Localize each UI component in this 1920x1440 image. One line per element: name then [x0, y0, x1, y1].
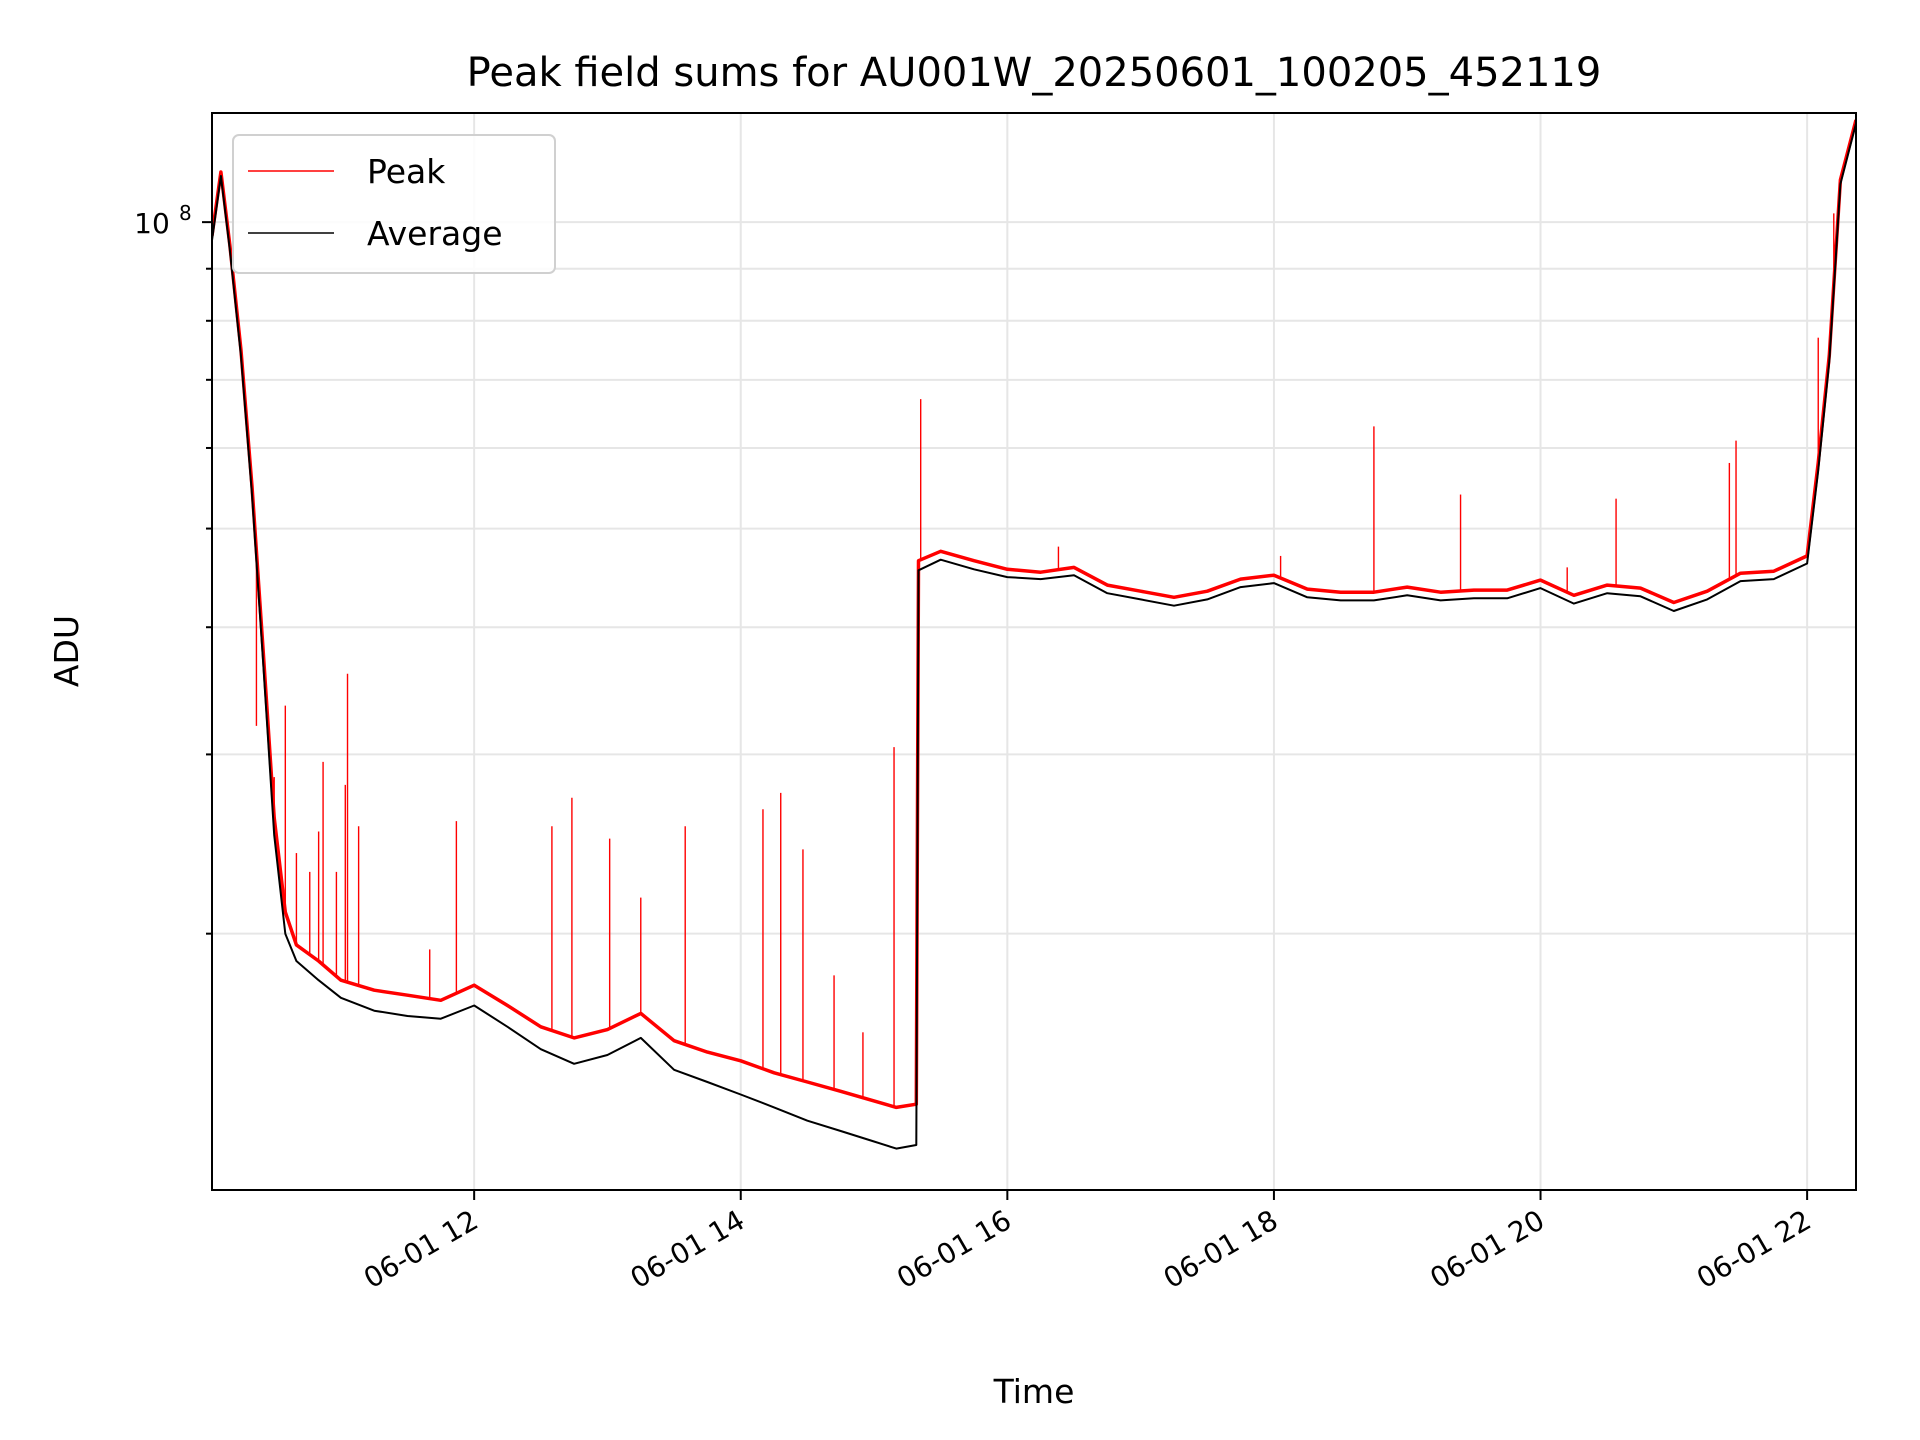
legend: Peak Average [232, 134, 556, 274]
peak-spikes [255, 213, 1835, 1107]
series-line-peak [212, 119, 1856, 1110]
plot-frame [211, 112, 1857, 1191]
series-line-average [212, 123, 1856, 1150]
chart-title: Peak field sums for AU001W_20250601_1002… [467, 50, 1602, 96]
y-axis: 10 8 [134, 201, 212, 935]
legend-label-average: Average [367, 214, 503, 253]
plot-series [212, 119, 1856, 1150]
legend-label-peak: Peak [367, 152, 446, 191]
x-axis-title: Time [993, 1372, 1075, 1411]
y-axis-title: ADU [47, 615, 86, 687]
y-tick-label-exponent: 8 [179, 201, 192, 225]
legend-box [232, 134, 556, 274]
y-tick-label: 10 [134, 207, 170, 240]
